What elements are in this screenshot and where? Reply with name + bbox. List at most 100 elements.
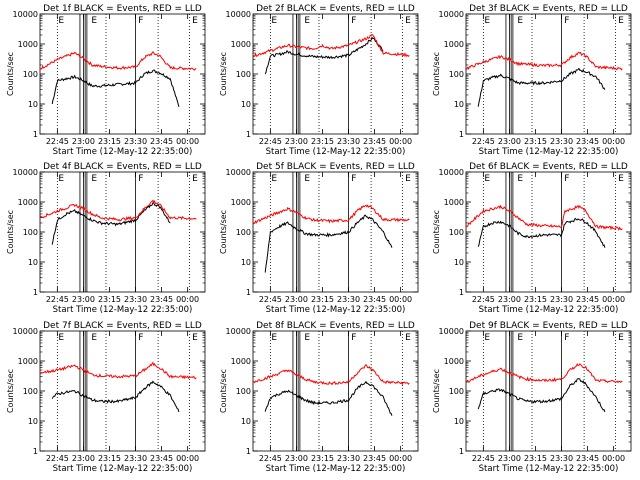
chart-title: Det 7f BLACK = Events, RED = LLD [43,321,202,331]
y-tick-label: 100 [23,70,38,79]
marker-letter: F [351,174,356,184]
x-tick-label: 23:30 [124,295,147,304]
y-tick-label: 1 [459,288,464,297]
chart-title: Det 8f BLACK = Events, RED = LLD [256,321,415,331]
x-tick-label: 23:15 [311,295,334,304]
marker-letter: E [304,333,310,343]
x-tick-label: 22:45 [259,137,282,146]
y-tick-label: 100 [236,387,251,396]
x-tick-label: 22:45 [46,137,69,146]
x-tick-label: 23:30 [550,295,573,304]
y-tick-label: 10000 [226,10,251,19]
x-tick-label: 00:00 [602,137,625,146]
x-axis-label: Start Time (12-May-12 22:35:00) [53,147,193,157]
x-tick-label: 23:15 [524,295,547,304]
y-tick-label: 100 [23,228,38,237]
y-tick-label: 10 [28,417,38,426]
x-tick-label: 23:45 [363,295,386,304]
y-tick-label: 10 [28,100,38,109]
x-tick-label: 00:00 [389,454,412,463]
chart-title: Det 5f BLACK = Events, RED = LLD [256,162,415,172]
marker-letter: E [271,16,277,26]
series-line-lld [252,363,410,386]
y-tick-label: 1000 [231,198,251,207]
x-tick-label: 23:00 [72,454,95,463]
marker-letter: E [58,16,64,26]
plot-frame [39,13,206,135]
plot-frame [252,330,419,452]
y-tick-label: 1 [33,130,38,139]
plot-frame [252,171,419,293]
marker-letter: E [192,174,198,184]
y-tick-label: 10 [28,258,38,267]
x-tick-label: 23:45 [576,137,599,146]
x-tick-label: 23:15 [98,295,121,304]
marker-letter: E [91,174,97,184]
y-tick-label: 100 [449,387,464,396]
x-tick-label: 23:30 [124,137,147,146]
y-tick-label: 1 [459,447,464,456]
y-tick-label: 10 [241,258,251,267]
x-tick-label: 23:45 [363,137,386,146]
y-axis-label: Counts/sec [432,369,441,413]
x-tick-label: 23:30 [337,454,360,463]
marker-letter: E [91,16,97,26]
x-axis-label: Start Time (12-May-12 22:35:00) [53,305,193,315]
chart-8: Det 8f BLACK = Events, RED = LLD 1 10 100 10… [219,321,419,474]
x-tick-label: 23:00 [498,137,521,146]
marker-letter: E [192,16,198,26]
y-tick-label: 100 [236,228,251,237]
y-tick-label: 1000 [18,198,38,207]
x-axis-label: Start Time (12-May-12 22:35:00) [479,147,619,157]
y-axis-label: Counts/sec [6,369,15,413]
chart-title: Det 1f BLACK = Events, RED = LLD [43,4,202,14]
y-tick-label: 1000 [231,357,251,366]
marker-letter: E [517,16,523,26]
x-tick-label: 00:00 [176,454,199,463]
marker-letter: E [405,333,411,343]
chart-3: Det 3f BLACK = Events, RED = LLD 1 10 100 10… [432,4,632,157]
x-tick-label: 22:45 [472,454,495,463]
x-axis-label: Start Time (12-May-12 22:35:00) [266,147,406,157]
series-line-events [264,214,393,273]
marker-letter: E [58,174,64,184]
marker-letter: F [351,16,356,26]
chart-5: Det 5f BLACK = Events, RED = LLD 1 10 100 10… [219,162,419,315]
x-tick-label: 22:45 [259,454,282,463]
marker-letter: E [304,16,310,26]
marker-letter: E [517,333,523,343]
x-tick-label: 23:45 [363,454,386,463]
y-tick-label: 10000 [226,327,251,336]
y-tick-label: 1000 [18,40,38,49]
x-tick-label: 00:00 [389,295,412,304]
x-tick-label: 22:45 [46,295,69,304]
marker-letter: F [564,16,569,26]
y-tick-label: 10 [241,100,251,109]
marker-letter: E [618,174,624,184]
x-tick-label: 23:45 [576,454,599,463]
y-tick-label: 10 [241,417,251,426]
x-axis-label: Start Time (12-May-12 22:35:00) [266,305,406,315]
marker-letter: F [351,333,356,343]
x-tick-label: 23:00 [72,295,95,304]
y-tick-label: 10 [454,258,464,267]
chart-title: Det 9f BLACK = Events, RED = LLD [469,321,628,331]
marker-letter: E [405,16,411,26]
y-tick-label: 1 [33,288,38,297]
x-tick-label: 23:00 [498,295,521,304]
x-tick-label: 00:00 [602,295,625,304]
chart-7: Det 7f BLACK = Events, RED = LLD 1 10 100 10… [6,321,206,474]
y-tick-label: 100 [23,387,38,396]
y-tick-label: 10000 [13,168,38,177]
y-axis-label: Counts/sec [6,210,15,254]
y-tick-label: 10 [454,417,464,426]
marker-letter: E [618,333,624,343]
marker-letter: F [138,174,143,184]
marker-letter: F [564,174,569,184]
y-tick-label: 1 [246,288,251,297]
y-tick-label: 1000 [18,357,38,366]
y-tick-label: 1000 [444,198,464,207]
marker-letter: E [484,16,490,26]
y-axis-label: Counts/sec [219,52,228,96]
